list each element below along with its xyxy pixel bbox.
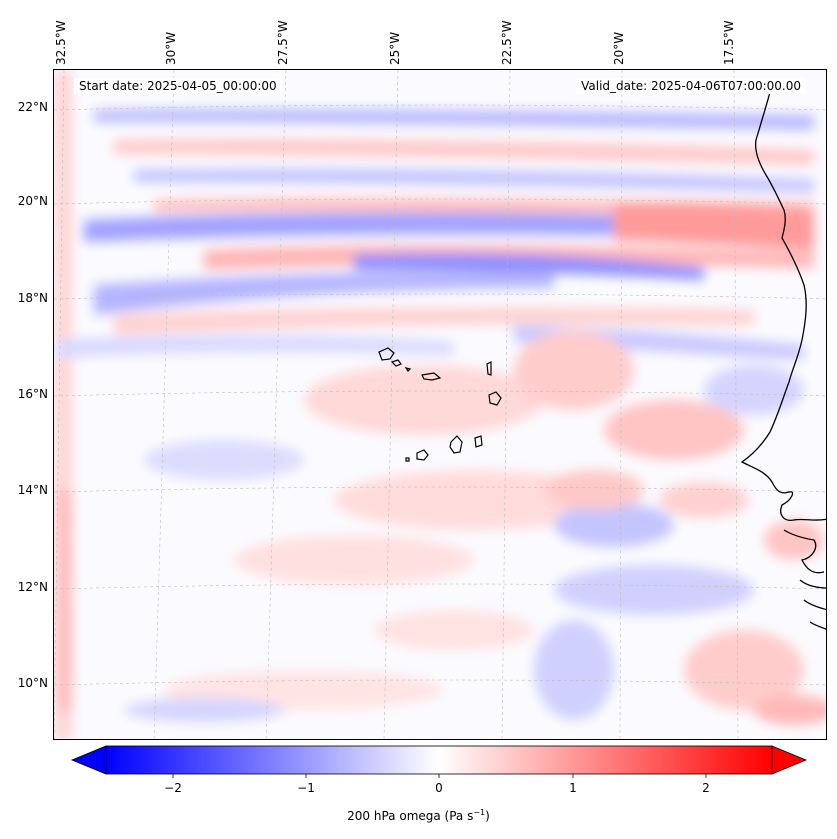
- lon-label: 22.5°W: [500, 20, 514, 65]
- colorbar: [70, 745, 808, 778]
- cape-verde-islands: [378, 347, 502, 462]
- colorbar-tick: −1: [297, 781, 315, 795]
- graticule: [54, 70, 826, 739]
- start-date-label: Start date: 2025-04-05_00:00:00: [74, 78, 282, 94]
- lat-label: 12°N: [17, 580, 48, 594]
- colorbar-tick: 0: [435, 781, 443, 795]
- valid-date-label: Valid_date: 2025-04-06T07:00:00.00: [576, 78, 806, 94]
- colorbar-tick: −2: [164, 781, 182, 795]
- lon-label: 25°W: [388, 31, 402, 65]
- colorbar-label-exponent: −1: [473, 808, 486, 817]
- omega-field-shading: [54, 70, 826, 739]
- africa-coastline: [740, 84, 826, 630]
- colorbar-min-extend: [70, 745, 107, 775]
- lat-label: 22°N: [17, 100, 48, 114]
- lat-label: 10°N: [17, 676, 48, 690]
- lat-label: 16°N: [17, 387, 48, 401]
- map-panel[interactable]: Start date: 2025-04-05_00:00:00 Valid_da…: [53, 69, 827, 740]
- colorbar-label-end: ): [485, 809, 490, 823]
- colorbar-label-main: 200 hPa omega (Pa s: [347, 809, 474, 823]
- omega-field-map: [54, 70, 826, 739]
- lon-label: 17.5°W: [722, 20, 736, 65]
- colorbar-tick: 1: [569, 781, 577, 795]
- lon-label: 32.5°W: [54, 20, 68, 65]
- lat-label: 20°N: [17, 194, 48, 208]
- colorbar-gradient: [105, 745, 773, 775]
- lon-label: 30°W: [164, 31, 178, 65]
- lat-label: 14°N: [17, 483, 48, 497]
- lon-label: 20°W: [612, 31, 626, 65]
- colorbar-label: 200 hPa omega (Pa s−1): [0, 808, 837, 823]
- lon-label: 27.5°W: [276, 20, 290, 65]
- colorbar-tick: 2: [702, 781, 710, 795]
- lat-label: 18°N: [17, 291, 48, 305]
- colorbar-max-extend: [771, 745, 808, 775]
